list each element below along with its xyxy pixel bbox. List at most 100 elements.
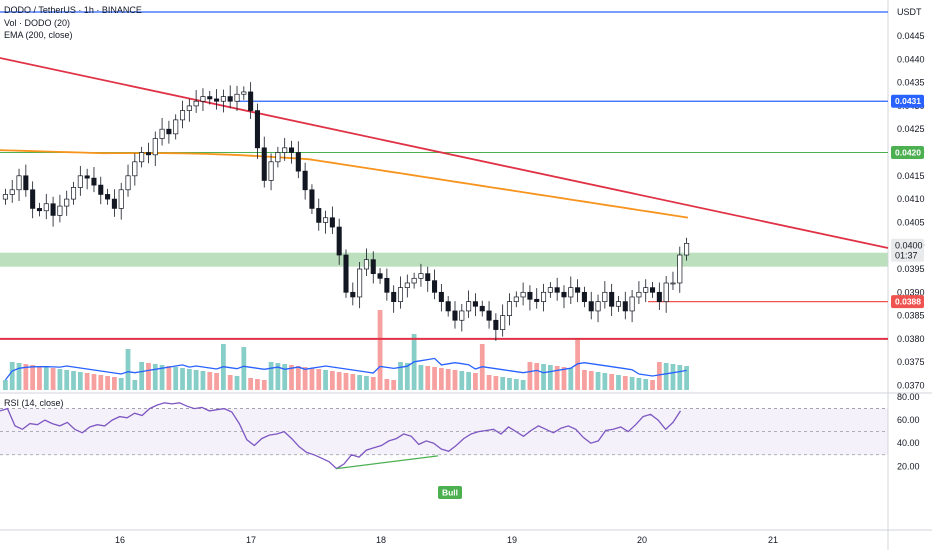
candle-body <box>98 184 104 195</box>
volume-ma-line <box>4 357 687 381</box>
volume-bar <box>200 371 206 390</box>
volume-bar <box>425 366 431 390</box>
candle-body <box>547 287 553 293</box>
volume-bar <box>404 363 410 390</box>
candle <box>118 182 124 220</box>
price-tick-label: 0.0415 <box>897 171 925 181</box>
volume-bar <box>112 377 117 390</box>
candle <box>241 86 247 100</box>
candle-body <box>166 128 172 135</box>
volume-bar <box>125 349 131 390</box>
price-tick-label: 0.0380 <box>897 334 925 344</box>
candle-body <box>145 152 151 156</box>
candle <box>670 271 676 290</box>
candle-body <box>609 291 615 307</box>
volume-bar <box>139 362 145 390</box>
candle-body <box>36 208 42 212</box>
volume-bar <box>323 370 328 390</box>
volume-bar <box>248 378 254 390</box>
candle-body <box>2 194 8 200</box>
volume-bar <box>473 373 478 390</box>
candle-body <box>643 287 649 293</box>
candle-body <box>357 268 363 298</box>
volume-bar <box>329 371 335 390</box>
candle <box>200 88 206 112</box>
candle <box>397 276 404 309</box>
time-tick-label: 21 <box>768 535 778 545</box>
candle-body <box>445 301 451 312</box>
candle-body <box>302 170 308 191</box>
candle-body <box>650 287 656 293</box>
candle <box>404 274 410 298</box>
candle-body <box>295 152 301 172</box>
volume-bar <box>561 367 567 390</box>
candle <box>173 114 179 140</box>
volume-bar <box>214 373 219 390</box>
current-price-text: 0.0400 <box>895 241 923 251</box>
volume-bar <box>207 372 213 390</box>
candle-body <box>541 291 547 302</box>
descending-trendline <box>0 57 889 249</box>
bull-label-badge <box>438 486 462 499</box>
volume-bar <box>289 365 294 390</box>
price-tick-label: 0.0375 <box>897 357 925 367</box>
rsi-tick-label: 80.00 <box>897 392 920 402</box>
volume-bar <box>507 378 512 390</box>
candle-body <box>152 138 158 156</box>
candle-body <box>629 296 635 312</box>
time-tick-label: 19 <box>507 535 517 545</box>
candle-body <box>466 301 472 312</box>
candle-body <box>241 91 247 95</box>
candle <box>636 281 642 304</box>
candle-body <box>30 189 36 209</box>
candle-body <box>370 259 376 275</box>
volume-bar <box>629 377 635 390</box>
volume-bar <box>9 362 15 390</box>
candle-body <box>316 208 322 223</box>
volume-bar <box>152 364 158 390</box>
volume-bar <box>255 379 260 390</box>
volume-bar <box>57 369 63 390</box>
candle-body <box>91 177 97 186</box>
volume-bar <box>527 362 533 390</box>
price-tick-label: 0.0385 <box>897 311 925 321</box>
candle-body <box>336 226 342 256</box>
volume-bar <box>650 380 655 390</box>
candle-body <box>70 187 77 200</box>
price-tick-label: 0.0405 <box>897 217 925 227</box>
candle <box>615 296 622 312</box>
volume-bar <box>295 366 301 390</box>
candle <box>70 181 77 205</box>
candle <box>179 100 186 129</box>
volume-bar <box>622 376 628 390</box>
candle-body <box>670 282 676 285</box>
volume-bar <box>663 363 669 390</box>
candle-body <box>568 287 574 298</box>
candle-body <box>425 273 431 282</box>
candle-body <box>506 301 513 316</box>
volume-bar <box>554 366 560 390</box>
candle-body <box>193 100 199 107</box>
price-tick-label: 0.0370 <box>897 381 925 391</box>
candle <box>677 246 683 293</box>
level-0420-badge <box>891 146 924 159</box>
volume-bar <box>513 379 519 390</box>
candle <box>214 89 220 110</box>
candle-body <box>397 287 404 302</box>
candle <box>493 313 499 341</box>
candle <box>30 181 36 219</box>
candle <box>91 166 97 193</box>
candle <box>500 304 506 337</box>
price-tick-label: 0.0410 <box>897 194 925 204</box>
candle <box>527 285 533 311</box>
candle-body <box>23 175 29 191</box>
candle <box>9 179 15 203</box>
bull-divergence-line <box>336 455 439 470</box>
candle <box>36 202 42 217</box>
candle <box>384 268 390 301</box>
candle <box>152 131 158 167</box>
bull-label-text: Bull <box>442 488 458 498</box>
volume-bar <box>364 376 369 390</box>
volume-bar <box>241 347 247 390</box>
